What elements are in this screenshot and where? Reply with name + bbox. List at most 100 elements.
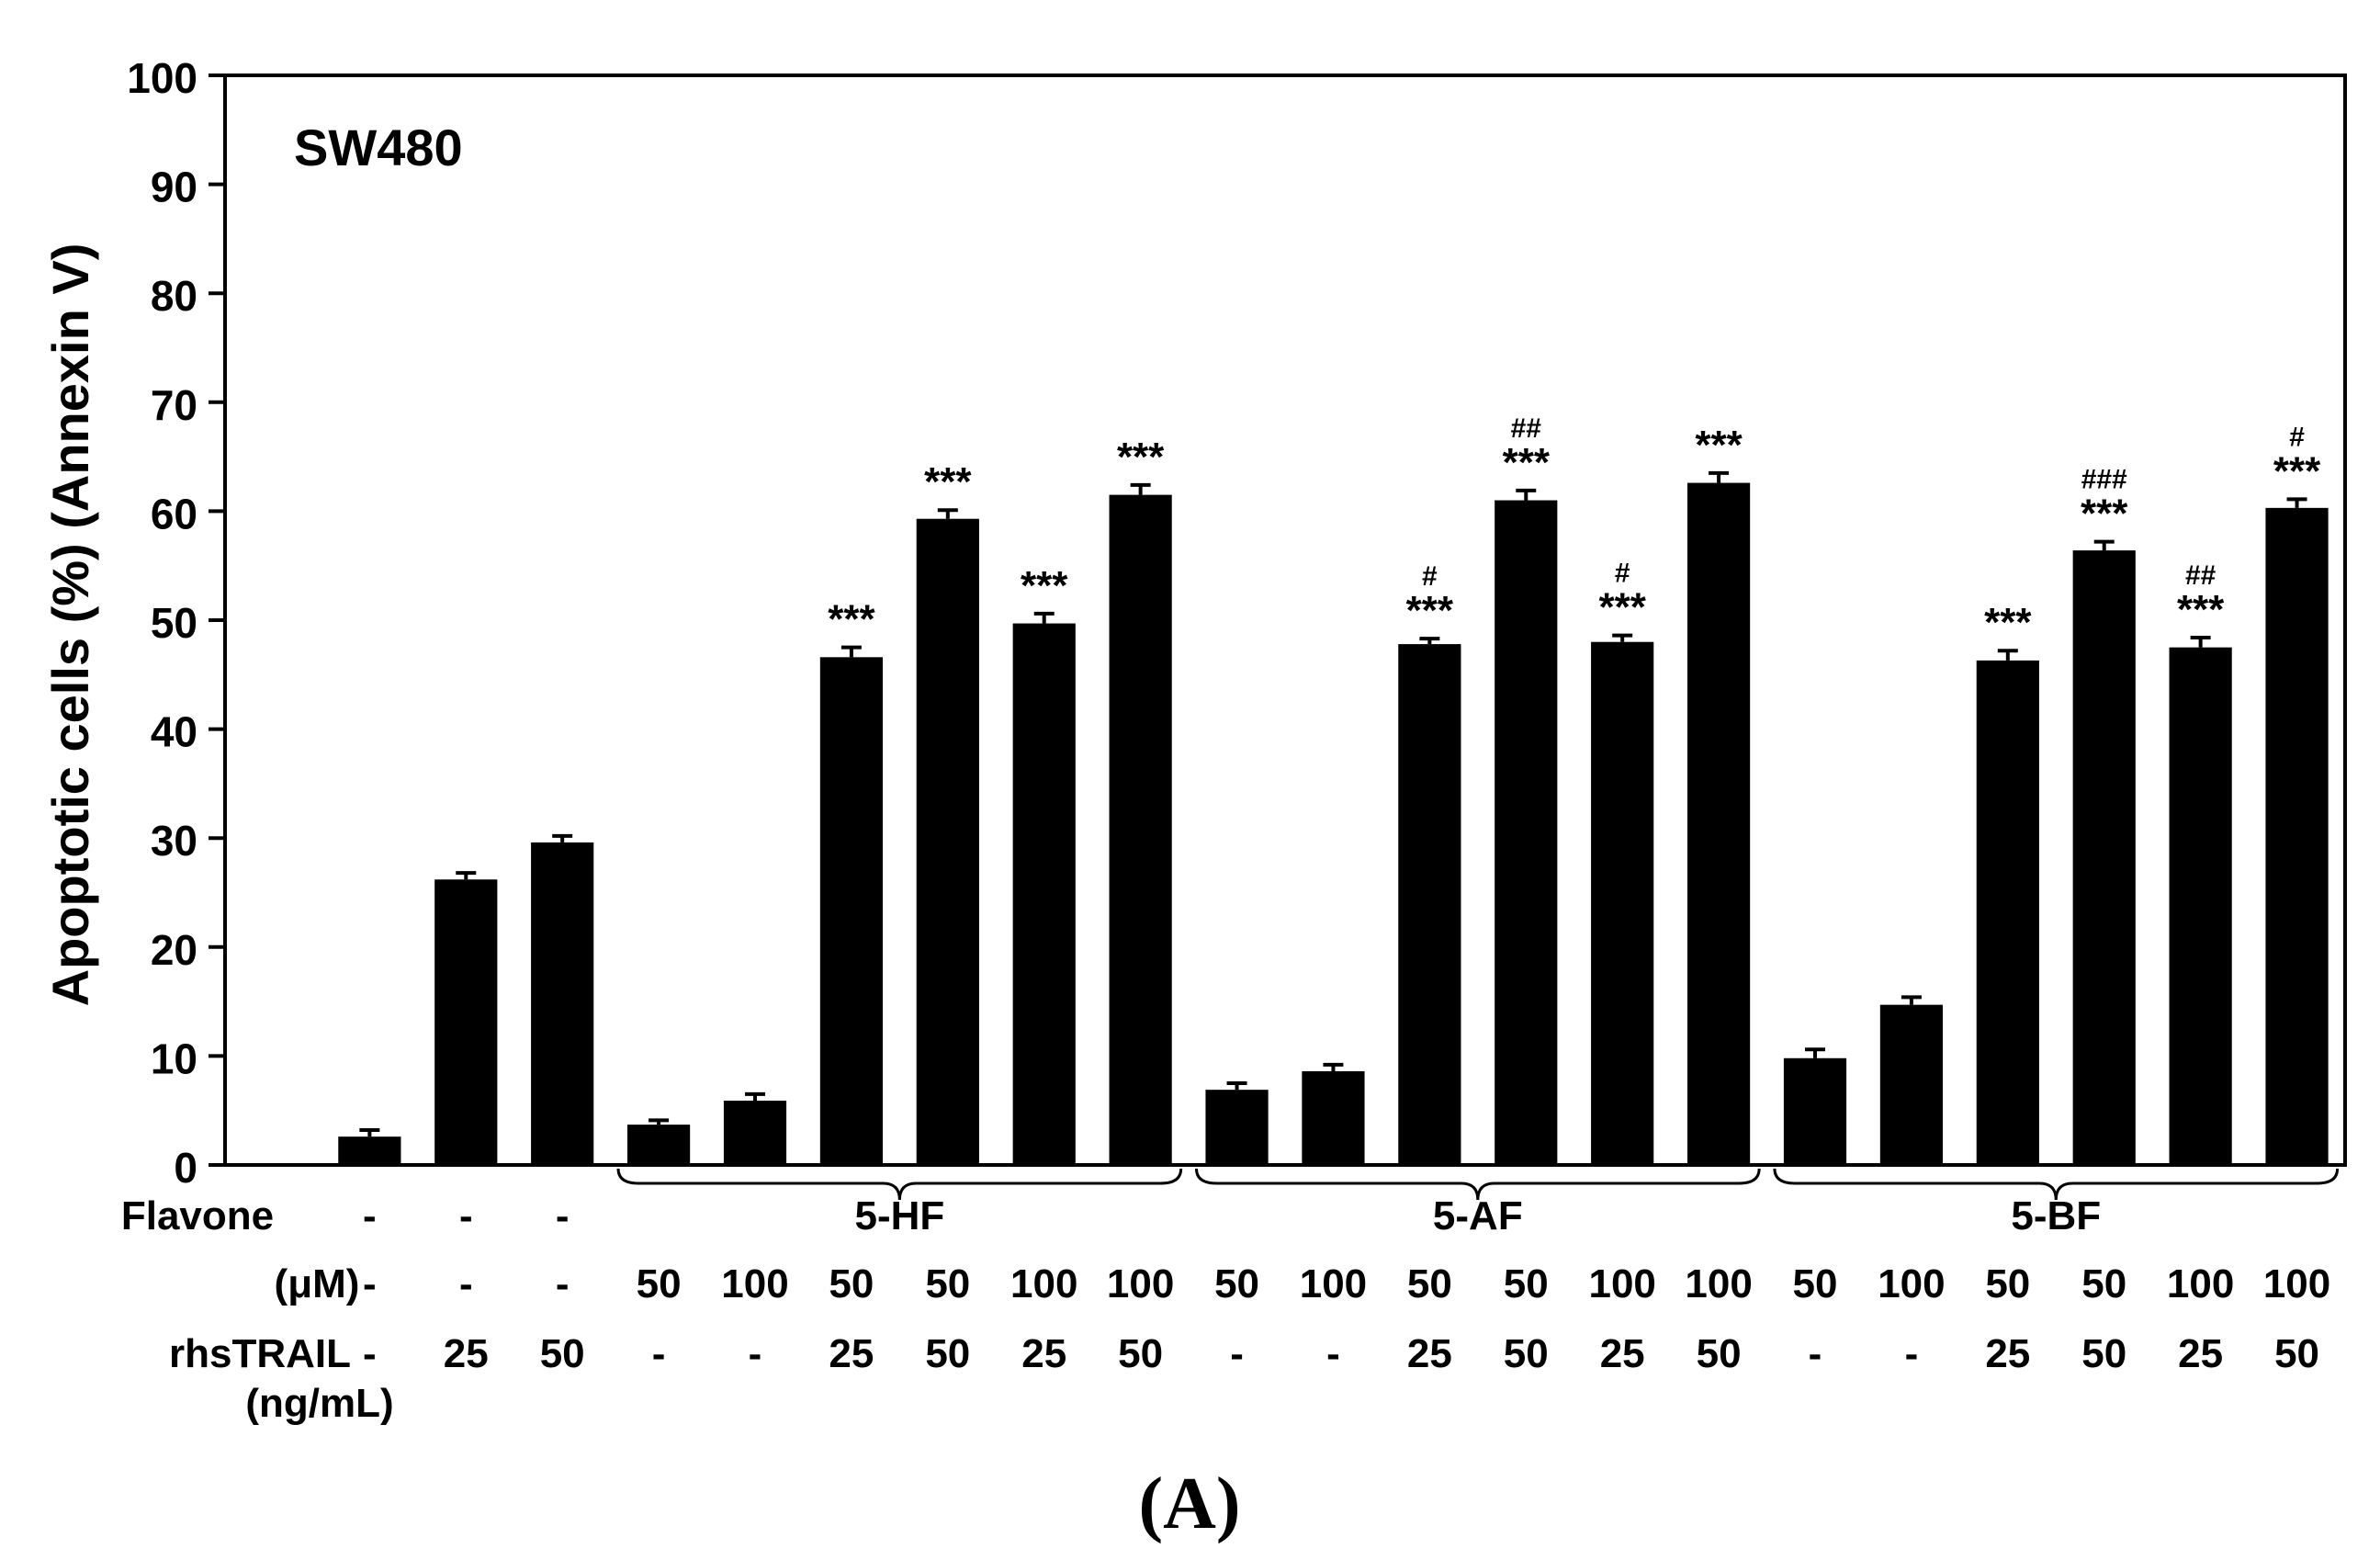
trail-cell: -	[1326, 1331, 1340, 1376]
group-brace	[616, 1168, 1183, 1201]
trail-cell: 25	[2178, 1331, 2223, 1376]
trail-cell: 50	[2081, 1331, 2126, 1376]
bar	[626, 1125, 691, 1165]
y-tick-label: 80	[151, 272, 197, 320]
bar	[1012, 623, 1076, 1165]
bar	[2169, 647, 2232, 1165]
bar	[1591, 641, 1654, 1165]
panel-title: SW480	[294, 119, 463, 176]
trail-cell: 50	[2274, 1331, 2319, 1376]
y-tick-label: 40	[151, 708, 197, 756]
significance-label: ***	[2273, 448, 2321, 493]
panel-label: (A)	[1138, 1464, 1240, 1544]
trail-cell: 25	[444, 1331, 489, 1376]
bar	[916, 518, 979, 1165]
trail-cell: -	[749, 1331, 762, 1376]
significance-label: ***	[1503, 440, 1551, 485]
group-label: 5-BF	[2011, 1193, 2101, 1238]
condition-rows: 5-HF 5-AF 5-BF Flavone(μM) rhsTRAIL (ng/mL) - -…	[121, 1168, 2340, 1426]
bar	[1205, 1090, 1269, 1165]
row-label-trail-unit: (ng/mL)	[245, 1381, 393, 1426]
group-brace	[1773, 1168, 2340, 1201]
y-axis-label: Apoptotic cells (%) (Annexin V)	[41, 243, 99, 1007]
row-label-flavone: Flavone	[121, 1193, 274, 1238]
flavone-cell: -	[459, 1193, 473, 1238]
conc-cell: 50	[2081, 1261, 2126, 1306]
group-label: 5-HF	[854, 1193, 944, 1238]
conc-cell: 100	[1878, 1261, 1945, 1306]
trail-cell: 25	[1407, 1331, 1452, 1376]
bar	[1783, 1057, 1847, 1165]
flavone-cell: -	[363, 1193, 377, 1238]
bar	[1976, 660, 2039, 1165]
hash-label: #	[1422, 561, 1438, 592]
conc-cell: 100	[721, 1261, 788, 1306]
bar	[819, 657, 884, 1165]
conc-cell: 50	[829, 1261, 874, 1306]
conc-cell: -	[459, 1261, 473, 1306]
bar	[1398, 644, 1461, 1165]
conc-cell: 50	[1504, 1261, 1549, 1306]
conc-cell: 50	[1985, 1261, 2030, 1306]
y-tick-label: 30	[151, 817, 197, 865]
trail-cell: 25	[1600, 1331, 1645, 1376]
conc-cell: 50	[1407, 1261, 1452, 1306]
significance-label: ***	[1695, 423, 1743, 468]
significance-label: ***	[1598, 585, 1646, 630]
conc-cell: 100	[1010, 1261, 1077, 1306]
row-label-conc: (μM)	[275, 1261, 360, 1306]
conc-cell: 50	[1214, 1261, 1259, 1306]
y-tick-label: 50	[151, 599, 197, 647]
hash-label: #	[1615, 559, 1630, 589]
conc-cell: -	[363, 1261, 377, 1306]
y-tick-label: 70	[151, 381, 197, 429]
flavone-cell: -	[556, 1193, 570, 1238]
bar	[1879, 1004, 1944, 1165]
y-tick-label: 20	[151, 926, 197, 974]
bar	[531, 842, 594, 1165]
conc-cell: 100	[1588, 1261, 1655, 1306]
significance-label: ***	[1021, 563, 1068, 608]
conc-cell: 50	[925, 1261, 970, 1306]
significance-label: ***	[2081, 492, 2128, 537]
conc-cell: 50	[1793, 1261, 1838, 1306]
bar	[723, 1101, 787, 1165]
trail-cell: 50	[540, 1331, 585, 1376]
trail-cell: -	[1230, 1331, 1244, 1376]
plot-area: ***************#***##***#*********###***…	[209, 73, 2347, 1167]
trail-cell: 50	[1697, 1331, 1742, 1376]
bar	[338, 1136, 401, 1165]
trail-cell: 50	[1118, 1331, 1163, 1376]
conc-cell: -	[556, 1261, 570, 1306]
y-tick-label: 0	[174, 1144, 197, 1192]
y-tick-label: 60	[151, 490, 197, 537]
conc-cell: 100	[2167, 1261, 2234, 1306]
hash-label: ##	[1511, 413, 1542, 444]
conc-cell: 50	[637, 1261, 682, 1306]
significance-label: ***	[1117, 435, 1165, 480]
conc-cell: 100	[1300, 1261, 1367, 1306]
bar	[1302, 1071, 1365, 1165]
conc-cell: 100	[1685, 1261, 1752, 1306]
significance-label: ***	[828, 597, 875, 642]
hash-label: ##	[2185, 560, 2216, 591]
trail-cell: -	[1809, 1331, 1822, 1376]
trail-cell: 25	[1021, 1331, 1066, 1376]
bar	[1495, 500, 1558, 1165]
trail-cell: -	[1905, 1331, 1919, 1376]
trail-cell: -	[363, 1331, 377, 1376]
y-tick-label: 10	[151, 1035, 197, 1082]
hash-label: ###	[2081, 465, 2127, 495]
trail-cell: 50	[925, 1331, 970, 1376]
significance-label: ***	[924, 459, 972, 504]
trail-cell: 50	[1504, 1331, 1549, 1376]
group-label: 5-AF	[1433, 1193, 1523, 1238]
bar	[434, 879, 498, 1165]
bar	[2072, 550, 2136, 1165]
y-tick-labels: 0 10 20 30 40 50 60 70 80 90 100	[127, 54, 197, 1192]
bar	[1686, 482, 1751, 1165]
y-tick-label: 100	[127, 54, 197, 102]
trail-cell: -	[652, 1331, 666, 1376]
significance-label: ***	[1406, 588, 1454, 633]
